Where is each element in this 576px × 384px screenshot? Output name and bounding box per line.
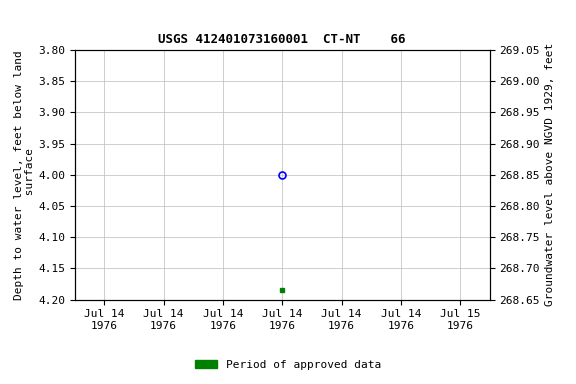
Y-axis label: Groundwater level above NGVD 1929, feet: Groundwater level above NGVD 1929, feet bbox=[545, 43, 555, 306]
Legend: Period of approved data: Period of approved data bbox=[191, 356, 385, 375]
Title: USGS 412401073160001  CT-NT    66: USGS 412401073160001 CT-NT 66 bbox=[158, 33, 406, 46]
Y-axis label: Depth to water level, feet below land
 surface: Depth to water level, feet below land su… bbox=[14, 50, 35, 300]
